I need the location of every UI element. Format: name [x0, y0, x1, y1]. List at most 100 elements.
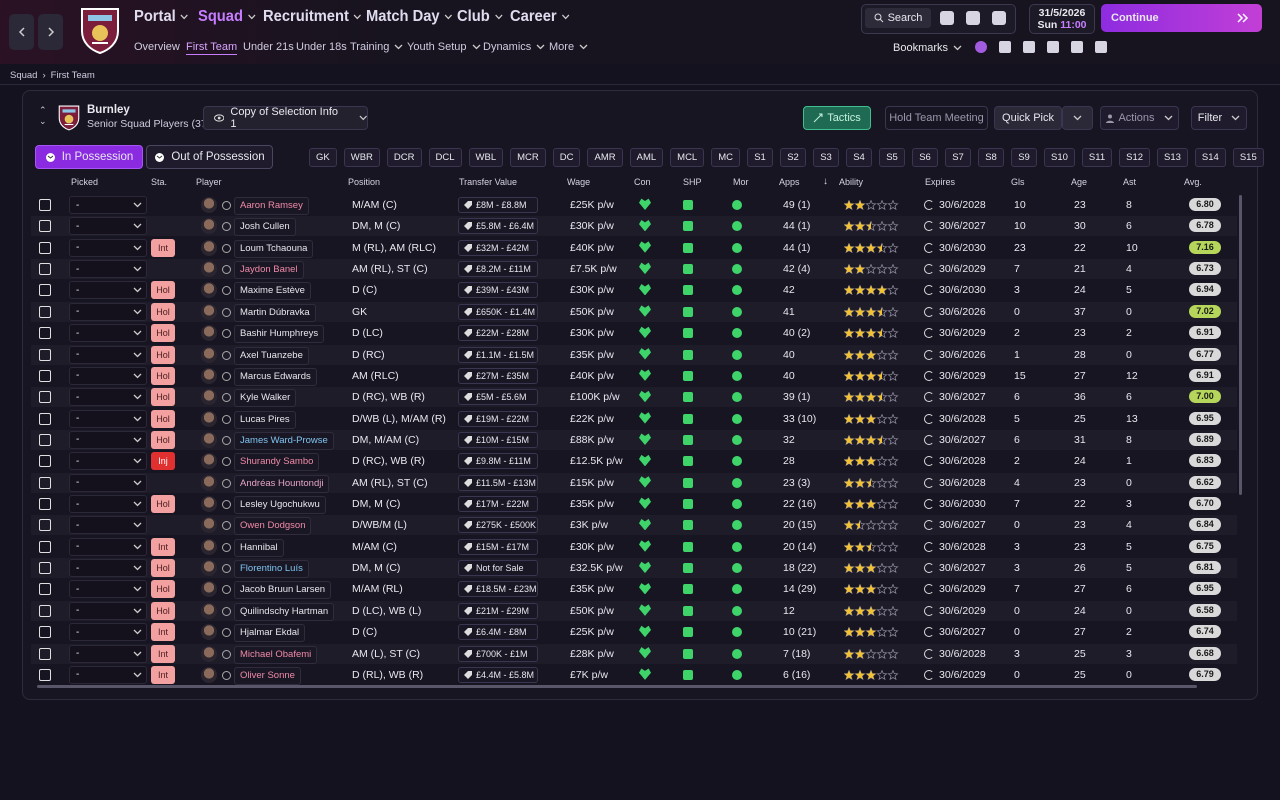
position-chip[interactable]: AML: [629, 148, 664, 167]
player-name[interactable]: Hjalmar Ekdal: [234, 624, 306, 643]
position-chip[interactable]: AMR: [587, 148, 623, 167]
position-chip[interactable]: S1: [747, 148, 773, 167]
player-name[interactable]: Hannibal: [234, 538, 284, 557]
player-name[interactable]: Lesley Ugochukwu: [234, 496, 326, 515]
column-header[interactable]: Avg.: [1184, 177, 1202, 187]
main-nav-item[interactable]: Recruitment: [263, 8, 362, 26]
toolbar-icon[interactable]: [966, 11, 980, 25]
row-checkbox[interactable]: [39, 647, 51, 660]
possession-tab[interactable]: In Possession: [35, 145, 143, 169]
position-chip[interactable]: S14: [1194, 148, 1226, 167]
column-header[interactable]: Sta.: [151, 177, 168, 187]
column-header[interactable]: Mor: [733, 177, 749, 187]
picked-select[interactable]: -: [69, 495, 147, 514]
sub-nav-item[interactable]: More: [549, 41, 588, 53]
row-checkbox[interactable]: [39, 604, 51, 617]
picked-select[interactable]: -: [69, 665, 147, 684]
toolbar-icon[interactable]: [992, 11, 1006, 25]
picked-select[interactable]: -: [69, 580, 147, 599]
quick-pick-dropdown[interactable]: [1062, 106, 1093, 130]
row-checkbox[interactable]: [39, 476, 51, 489]
row-checkbox[interactable]: [39, 263, 51, 276]
position-chip[interactable]: S4: [846, 148, 872, 167]
row-checkbox[interactable]: [39, 540, 51, 553]
possession-tab[interactable]: Out of Possession: [146, 145, 273, 169]
player-name[interactable]: Martin Dúbravka: [234, 303, 316, 322]
position-chip[interactable]: S2: [780, 148, 806, 167]
position-chip[interactable]: S9: [1011, 148, 1037, 167]
row-checkbox[interactable]: [39, 305, 51, 318]
row-checkbox[interactable]: [39, 284, 51, 297]
player-name[interactable]: Aaron Ramsey: [234, 197, 309, 215]
picked-select[interactable]: -: [69, 559, 147, 578]
picked-select[interactable]: -: [69, 473, 147, 492]
player-name[interactable]: James Ward-Prowse: [234, 431, 334, 450]
position-chip[interactable]: DC: [552, 148, 581, 167]
sub-nav-item[interactable]: Training: [350, 41, 403, 53]
row-checkbox[interactable]: [39, 498, 51, 511]
picked-select[interactable]: -: [69, 302, 147, 321]
row-checkbox[interactable]: [39, 348, 51, 361]
main-nav-item[interactable]: Match Day: [366, 8, 453, 26]
position-chip[interactable]: S8: [978, 148, 1004, 167]
nav-arrow-button[interactable]: [38, 14, 63, 50]
sub-nav-item[interactable]: Dynamics: [483, 41, 545, 53]
column-header[interactable]: Wage: [567, 177, 591, 187]
player-name[interactable]: Maxime Estève: [234, 282, 311, 301]
main-nav-item[interactable]: Portal: [134, 8, 189, 26]
player-name[interactable]: Loum Tchaouna: [234, 239, 314, 258]
position-chip[interactable]: S15: [1232, 148, 1264, 167]
row-checkbox[interactable]: [39, 455, 51, 468]
main-nav-item[interactable]: Club: [457, 8, 503, 26]
player-name[interactable]: Josh Cullen: [234, 218, 296, 237]
toolbar-icon[interactable]: [940, 11, 954, 25]
position-chip[interactable]: MCR: [510, 148, 546, 167]
quick-icon[interactable]: [975, 41, 987, 53]
meeting-button[interactable]: Hold Team Meeting: [885, 106, 988, 130]
column-header[interactable]: Position: [348, 177, 381, 187]
player-name[interactable]: Oliver Sonne: [234, 666, 301, 685]
player-name[interactable]: Jaydon Banel: [234, 261, 304, 280]
quick-icon[interactable]: [1047, 41, 1059, 53]
column-header[interactable]: Con: [634, 177, 651, 187]
column-header[interactable]: Player: [196, 177, 222, 187]
picked-select[interactable]: -: [69, 537, 147, 556]
position-chip[interactable]: S10: [1044, 148, 1075, 167]
player-name[interactable]: Lucas Pires: [234, 410, 296, 429]
row-checkbox[interactable]: [39, 391, 51, 404]
picked-select[interactable]: -: [69, 260, 147, 279]
column-header[interactable]: Ast: [1123, 177, 1137, 187]
player-name[interactable]: Axel Tuanzebe: [234, 346, 309, 365]
position-chip[interactable]: GK: [309, 148, 337, 167]
view-select[interactable]: Copy of Selection Info 1: [203, 106, 368, 130]
picked-select[interactable]: -: [69, 623, 147, 642]
row-checkbox[interactable]: [39, 369, 51, 382]
search-button[interactable]: Search: [865, 8, 931, 28]
player-name[interactable]: Marcus Edwards: [234, 367, 317, 386]
position-chip[interactable]: DCL: [428, 148, 462, 167]
player-name[interactable]: Jacob Bruun Larsen: [234, 581, 332, 600]
column-header[interactable]: Ability: [839, 177, 864, 187]
sub-nav-item[interactable]: Overview: [134, 41, 180, 53]
column-header[interactable]: Age: [1071, 177, 1088, 187]
row-checkbox[interactable]: [39, 412, 51, 425]
position-chip[interactable]: S12: [1119, 148, 1151, 167]
position-chip[interactable]: S3: [813, 148, 839, 167]
row-checkbox[interactable]: [39, 668, 51, 681]
picked-select[interactable]: -: [69, 324, 147, 343]
row-checkbox[interactable]: [39, 562, 51, 575]
picked-select[interactable]: -: [69, 281, 147, 300]
quick-icon[interactable]: [999, 41, 1011, 53]
picked-select[interactable]: -: [69, 388, 147, 407]
picked-select[interactable]: -: [69, 217, 147, 236]
player-name[interactable]: Andréas Hountondji: [234, 474, 330, 493]
position-chip[interactable]: S6: [912, 148, 938, 167]
picked-select[interactable]: -: [69, 601, 147, 620]
player-name[interactable]: Michael Obafemi: [234, 645, 318, 664]
player-name[interactable]: Owen Dodgson: [234, 517, 312, 536]
position-chip[interactable]: WBL: [468, 148, 504, 167]
row-checkbox[interactable]: [39, 199, 51, 211]
nav-arrow-button[interactable]: [9, 14, 34, 50]
position-chip[interactable]: WBR: [343, 148, 380, 167]
column-header[interactable]: Picked: [71, 177, 99, 187]
